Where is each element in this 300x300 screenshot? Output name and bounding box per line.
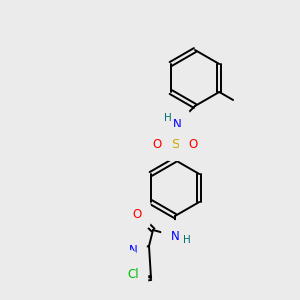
Text: O: O: [188, 137, 198, 151]
Text: O: O: [152, 137, 162, 151]
Text: H: H: [183, 235, 191, 245]
Text: N: N: [129, 244, 137, 256]
Text: N: N: [172, 118, 182, 130]
Text: Cl: Cl: [127, 268, 139, 281]
Text: H: H: [164, 113, 172, 123]
Text: O: O: [132, 208, 142, 220]
Text: S: S: [171, 137, 179, 151]
Text: N: N: [171, 230, 179, 242]
Text: N: N: [121, 260, 129, 272]
